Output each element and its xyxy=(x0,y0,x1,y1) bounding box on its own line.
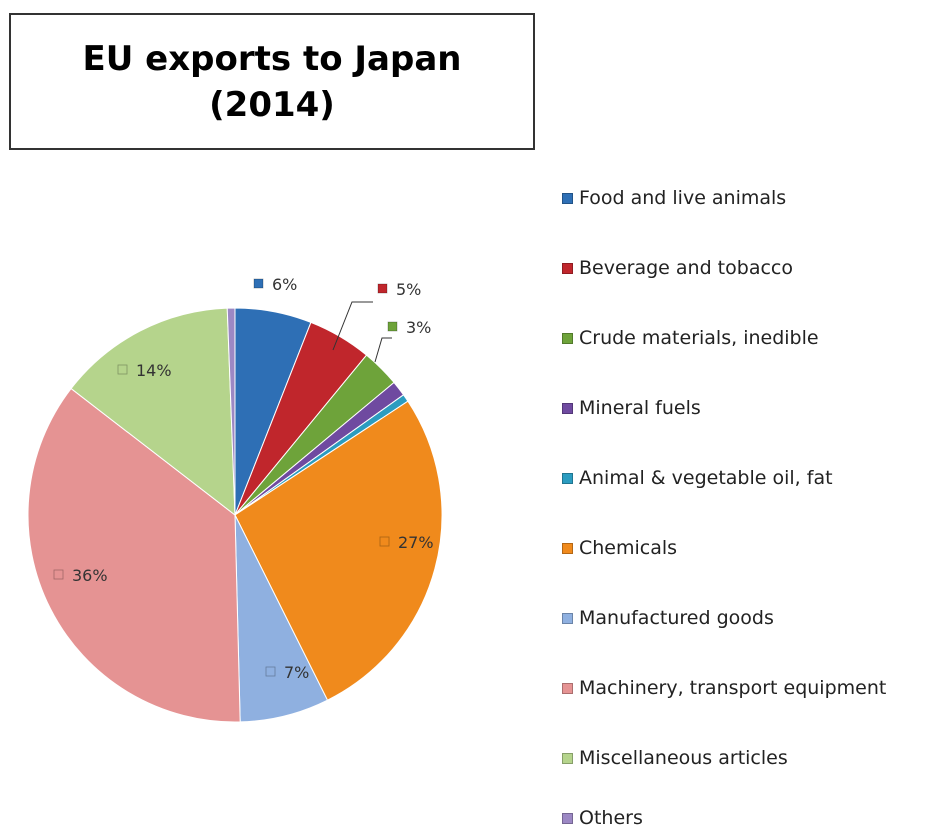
legend-swatch-food xyxy=(562,192,573,204)
legend-label-chemicals: Chemicals xyxy=(579,537,678,559)
legend-item-crude: Crude materials, inedible xyxy=(562,323,819,353)
leader-line-crude xyxy=(374,337,392,363)
chart-title-line-2: (2014) xyxy=(209,84,335,125)
legend-swatch-others xyxy=(562,812,573,824)
data-label-chemicals: 27% xyxy=(398,533,434,552)
legend-label-food: Food and live animals xyxy=(579,187,787,209)
pie-slice-chemicals xyxy=(234,400,443,701)
data-label-marker-machinery xyxy=(53,569,64,580)
legend-item-food: Food and live animals xyxy=(562,183,786,213)
data-label-food: 6% xyxy=(272,275,297,294)
data-label-misc: 14% xyxy=(136,361,172,380)
legend-swatch-chemicals xyxy=(562,542,573,554)
legend-item-animal-oil: Animal & vegetable oil, fat xyxy=(562,463,833,493)
legend-label-machinery: Machinery, transport equipment xyxy=(579,677,887,699)
legend-item-misc: Miscellaneous articles xyxy=(562,743,788,773)
legend-label-others: Others xyxy=(579,807,643,829)
legend-swatch-animal-oil xyxy=(562,472,573,484)
data-label-marker-misc xyxy=(117,364,128,375)
legend-label-animal-oil: Animal & vegetable oil, fat xyxy=(579,467,833,489)
legend-item-manufactured: Manufactured goods xyxy=(562,603,774,633)
chart-title-line-1: EU exports to Japan xyxy=(82,38,462,79)
legend-swatch-mineral xyxy=(562,402,573,414)
data-label-machinery: 36% xyxy=(72,566,108,585)
legend-label-crude: Crude materials, inedible xyxy=(579,327,819,349)
leader-line-beverage xyxy=(332,301,373,351)
legend-swatch-manufactured xyxy=(562,612,573,624)
legend-label-misc: Miscellaneous articles xyxy=(579,747,788,769)
legend-label-beverage: Beverage and tobacco xyxy=(579,257,793,279)
chart-title-box: EU exports to Japan (2014) xyxy=(9,13,535,150)
data-label-marker-manufactured xyxy=(265,666,276,677)
legend-swatch-misc xyxy=(562,752,573,764)
legend-item-mineral: Mineral fuels xyxy=(562,393,701,423)
data-label-manufactured: 7% xyxy=(284,663,309,682)
pie-slice-misc xyxy=(70,307,236,517)
legend-item-machinery: Machinery, transport equipment xyxy=(562,673,886,703)
data-label-beverage: 5% xyxy=(396,280,421,299)
legend-item-others: Others xyxy=(562,803,643,833)
legend-label-mineral: Mineral fuels xyxy=(579,397,701,419)
legend-item-beverage: Beverage and tobacco xyxy=(562,253,793,283)
pie-slice-others xyxy=(226,307,236,516)
data-label-crude: 3% xyxy=(406,318,431,337)
legend-swatch-beverage xyxy=(562,262,573,274)
data-label-marker-food xyxy=(253,278,264,289)
data-label-marker-chemicals xyxy=(379,536,390,547)
pie-slice-machinery xyxy=(27,387,241,723)
legend-label-manufactured: Manufactured goods xyxy=(579,607,774,629)
legend-item-chemicals: Chemicals xyxy=(562,533,677,563)
data-label-marker-crude xyxy=(387,321,398,332)
data-label-marker-beverage xyxy=(377,283,388,294)
legend-swatch-crude xyxy=(562,332,573,344)
legend-swatch-machinery xyxy=(562,682,573,694)
